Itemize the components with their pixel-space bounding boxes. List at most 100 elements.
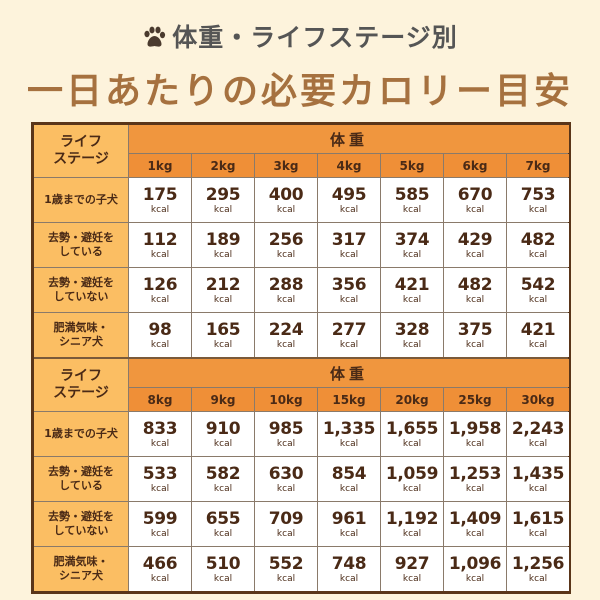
table-cell: 2,243 kcal [507, 412, 569, 456]
weight-column-header: 7kg [507, 154, 569, 177]
calorie-value: 961 [331, 508, 367, 529]
unit-label: kcal [276, 339, 296, 350]
table-cell: 328 kcal [381, 313, 443, 357]
unit-label: kcal [276, 294, 296, 305]
unit-label: kcal [276, 528, 296, 539]
table-cell: 630 kcal [255, 457, 317, 501]
calorie-value: 1,409 [448, 508, 502, 529]
unit-label: kcal [213, 339, 233, 350]
unit-label: kcal [339, 204, 359, 215]
calorie-value: 1,435 [511, 463, 565, 484]
calorie-value: 212 [205, 274, 241, 295]
weight-column-header: 9kg [192, 388, 254, 411]
unit-label: kcal [465, 294, 485, 305]
table-cell: 655 kcal [192, 502, 254, 546]
calorie-value: 175 [142, 184, 178, 205]
calorie-value: 98 [148, 319, 172, 340]
weight-column-header: 25kg [444, 388, 506, 411]
calorie-value: 1,256 [511, 553, 565, 574]
table-cell: 495 kcal [318, 178, 380, 222]
calorie-value: 482 [520, 229, 556, 250]
table-cell: 126 kcal [129, 268, 191, 312]
calorie-value: 1,335 [322, 418, 376, 439]
table-cell: 429 kcal [444, 223, 506, 267]
unit-label: kcal [150, 249, 170, 260]
unit-label: kcal [213, 204, 233, 215]
unit-label: kcal [402, 438, 422, 449]
table-cell: 295 kcal [192, 178, 254, 222]
calorie-value: 400 [268, 184, 304, 205]
table-cell: 1,615 kcal [507, 502, 569, 546]
unit-label: kcal [150, 204, 170, 215]
unit-label: kcal [528, 573, 548, 584]
unit-label: kcal [528, 339, 548, 350]
unit-label: kcal [150, 438, 170, 449]
table-cell: 753 kcal [507, 178, 569, 222]
calorie-value: 495 [331, 184, 367, 205]
unit-label: kcal [213, 249, 233, 260]
table-cell: 356 kcal [318, 268, 380, 312]
life-stage-header: ライフ ステージ [34, 359, 128, 411]
calorie-value: 709 [268, 508, 304, 529]
subtitle: 一日あたりの必要カロリー目安 [26, 71, 573, 112]
table-cell: 599 kcal [129, 502, 191, 546]
calorie-value: 753 [520, 184, 556, 205]
weight-column-header: 3kg [255, 154, 317, 177]
calorie-value: 630 [268, 463, 304, 484]
weight-column-header: 5kg [381, 154, 443, 177]
table-cell: 189 kcal [192, 223, 254, 267]
table-cell: 112 kcal [129, 223, 191, 267]
unit-label: kcal [528, 204, 548, 215]
table-cell: 985 kcal [255, 412, 317, 456]
weight-column-header: 15kg [318, 388, 380, 411]
table-cell: 585 kcal [381, 178, 443, 222]
weight-column-header: 8kg [129, 388, 191, 411]
calorie-value: 374 [394, 229, 430, 250]
calorie-value: 854 [331, 463, 367, 484]
calorie-value: 288 [268, 274, 304, 295]
unit-label: kcal [276, 483, 296, 494]
table-cell: 854 kcal [318, 457, 380, 501]
row-label: 1歳までの子犬 [34, 178, 128, 222]
calorie-value: 582 [205, 463, 241, 484]
calorie-value: 533 [142, 463, 178, 484]
table-cell: 1,435 kcal [507, 457, 569, 501]
calorie-value: 224 [268, 319, 304, 340]
table-block-1: ライフ ステージ 体重 1kg 2kg 3kg 4kg 5kg 6kg 7kg 1歳までの子犬 17… [34, 125, 569, 357]
unit-label: kcal [465, 528, 485, 539]
table-cell: 317 kcal [318, 223, 380, 267]
paw-icon [142, 25, 166, 54]
unit-label: kcal [213, 573, 233, 584]
calorie-value: 356 [331, 274, 367, 295]
calorie-value: 670 [457, 184, 493, 205]
calorie-value: 1,059 [385, 463, 439, 484]
unit-label: kcal [465, 573, 485, 584]
table-cell: 466 kcal [129, 547, 191, 591]
calorie-value: 277 [331, 319, 367, 340]
unit-label: kcal [339, 249, 359, 260]
calorie-value: 542 [520, 274, 556, 295]
unit-label: kcal [150, 483, 170, 494]
calorie-value: 1,655 [385, 418, 439, 439]
calorie-value: 1,615 [511, 508, 565, 529]
table-cell: 374 kcal [381, 223, 443, 267]
unit-label: kcal [402, 204, 422, 215]
table-block-2: ライフ ステージ 体重 8kg 9kg 10kg 15kg 20kg 25kg 30kg 1歳まで… [34, 357, 569, 591]
table-cell: 1,409 kcal [444, 502, 506, 546]
unit-label: kcal [339, 573, 359, 584]
table-cell: 98 kcal [129, 313, 191, 357]
unit-label: kcal [465, 483, 485, 494]
row-label: 去勢・避妊を していない [34, 502, 128, 546]
table-cell: 533 kcal [129, 457, 191, 501]
unit-label: kcal [213, 438, 233, 449]
calorie-value: 295 [205, 184, 241, 205]
table-cell: 212 kcal [192, 268, 254, 312]
calorie-value: 2,243 [511, 418, 565, 439]
weight-column-header: 30kg [507, 388, 569, 411]
calorie-value: 552 [268, 553, 304, 574]
unit-label: kcal [213, 294, 233, 305]
unit-label: kcal [465, 339, 485, 350]
unit-label: kcal [276, 204, 296, 215]
row-label: 去勢・避妊を している [34, 223, 128, 267]
table-cell: 1,335 kcal [318, 412, 380, 456]
